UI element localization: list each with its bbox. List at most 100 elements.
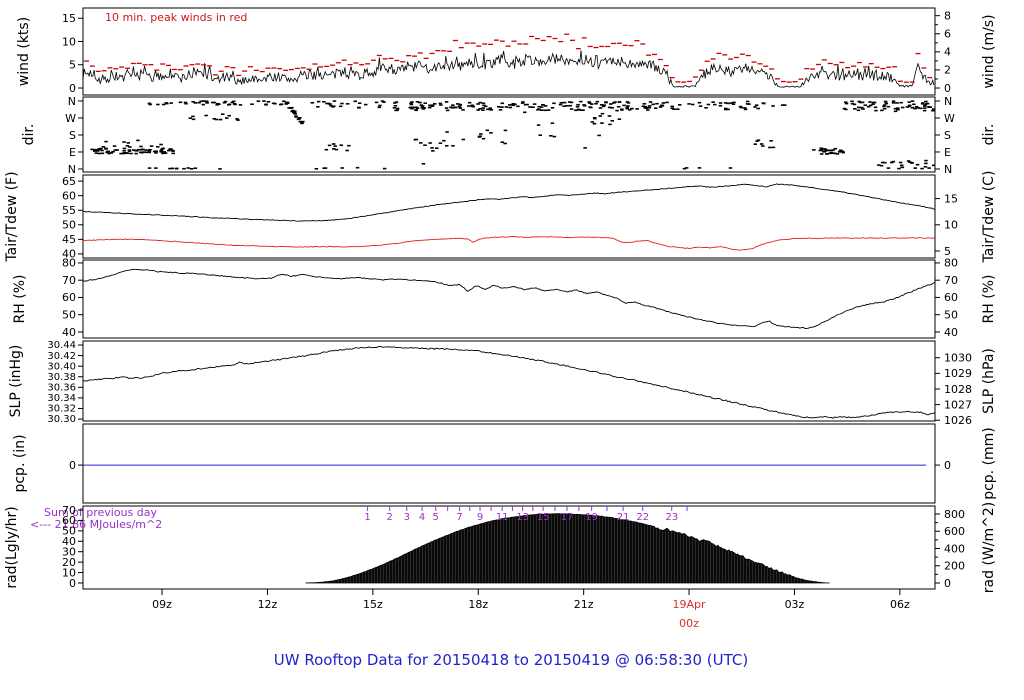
- wind-direction-dot: [154, 167, 158, 169]
- y-tick-label-right-wind: 8: [944, 9, 951, 22]
- wind-direction-dot: [159, 143, 163, 146]
- y-tick-label-right-slp: 1027: [944, 398, 972, 411]
- wind-direction-dot: [169, 102, 173, 104]
- y-tick-label-right-dir: N: [944, 95, 952, 108]
- wind-direction-dot: [922, 109, 927, 112]
- wind-direction-dot: [840, 150, 844, 152]
- wind-direction-dot: [559, 102, 564, 104]
- wind-direction-dot: [497, 106, 501, 108]
- wind-direction-dot: [451, 106, 455, 109]
- rad-hour-label: 15: [537, 512, 550, 523]
- wind-direction-dot: [647, 105, 652, 107]
- wind-direction-dot: [617, 118, 622, 120]
- axis-title-left-wind: wind (kts): [16, 17, 32, 86]
- wind-direction-dot: [539, 106, 544, 108]
- wind-direction-dot: [676, 108, 680, 110]
- wind-direction-dot: [755, 140, 759, 142]
- wind-direction-dot: [90, 148, 94, 151]
- wind-direction-dot: [769, 140, 773, 142]
- rad-hour-label: 5: [433, 512, 439, 523]
- wind-direction-dot: [582, 104, 586, 106]
- wind-direction-dot: [539, 109, 544, 111]
- wind-direction-dot: [163, 152, 168, 154]
- wind-direction-dot: [927, 167, 931, 169]
- panel-rh: [82, 259, 936, 339]
- wind-direction-dot: [641, 105, 645, 107]
- wind-direction-dot: [927, 106, 931, 108]
- x-label: 09z: [152, 598, 172, 611]
- wind-direction-dot: [684, 167, 689, 169]
- wind-direction-dot: [430, 105, 435, 107]
- wind-direction-dot: [819, 153, 824, 155]
- wind-direction-dot: [445, 131, 449, 133]
- x-label: 03z: [785, 598, 805, 611]
- wind-direction-dot: [871, 103, 875, 105]
- wind-direction-dot: [642, 103, 647, 105]
- wind-direction-dot: [331, 143, 336, 145]
- wind-direction-dot: [262, 100, 266, 102]
- wind-direction-dot: [713, 103, 717, 106]
- wind-direction-dot: [835, 153, 840, 155]
- air-temperature-trace: [83, 183, 936, 222]
- x-label: 15z: [363, 598, 383, 611]
- wind-direction-dot: [723, 102, 728, 104]
- y-tick-label-right-rad: 200: [944, 560, 965, 573]
- wind-direction-dot: [761, 102, 766, 104]
- wind-direction-dot: [430, 147, 434, 149]
- y-tick-label-left-rad: 0: [69, 577, 76, 590]
- y-tick-label-left-rad: 70: [62, 504, 76, 517]
- wind-direction-dot: [294, 116, 298, 118]
- wind-direction-dot: [706, 103, 711, 106]
- wind-direction-dot: [900, 164, 904, 167]
- wind-direction-dot: [543, 109, 548, 112]
- plot-title: UW Rooftop Data for 20150418 to 20150419…: [274, 651, 748, 669]
- wind-direction-dot: [409, 102, 413, 105]
- wind-direction-dot: [825, 153, 830, 155]
- wind-direction-dot: [169, 148, 173, 150]
- wind-direction-dot: [886, 167, 891, 169]
- wind-direction-dot: [410, 101, 414, 103]
- axis-title-right-wind: wind (m/s): [981, 14, 997, 88]
- wind-direction-dot: [298, 120, 302, 123]
- wind-direction-dot: [838, 149, 843, 152]
- rad-hour-label: 9: [477, 512, 483, 523]
- wind-direction-dot: [895, 107, 900, 109]
- y-tick-label-left-tair: 65: [62, 175, 76, 188]
- wind-direction-dot: [289, 107, 293, 109]
- wind-direction-dot: [107, 152, 111, 155]
- wind-direction-dot: [826, 149, 830, 151]
- wind-direction-dot: [920, 167, 924, 170]
- wind-direction-dot: [449, 106, 453, 108]
- wind-direction-dot: [421, 108, 425, 110]
- y-tick-label-right-rad: 400: [944, 542, 965, 555]
- wind-direction-dot: [486, 108, 490, 111]
- wind-direction-dot: [565, 105, 569, 107]
- wind-direction-dot: [598, 107, 603, 109]
- wind-direction-dot: [828, 149, 832, 152]
- wind-direction-dot: [620, 108, 624, 110]
- wind-direction-dot: [482, 104, 486, 107]
- y-tick-label-left-tair: 60: [62, 189, 76, 202]
- panel-tair: [82, 174, 936, 259]
- wind-direction-dot: [438, 102, 443, 105]
- wind-direction-dot: [886, 105, 891, 108]
- annotation-wind: 10 min. peak winds in red: [105, 11, 247, 24]
- wind-direction-dot: [819, 147, 823, 149]
- wind-direction-dot: [877, 164, 881, 166]
- wind-direction-dot: [874, 109, 878, 112]
- y-tick-label-left-wind: 5: [69, 59, 76, 72]
- wind-direction-dot: [392, 107, 397, 109]
- y-tick-label-right-rad: 0: [944, 577, 951, 590]
- wind-direction-dot: [333, 145, 337, 147]
- wind-direction-dot: [293, 111, 297, 114]
- wind-direction-dot: [610, 107, 614, 109]
- wind-direction-dot: [100, 152, 105, 155]
- wind-direction-dot: [339, 144, 343, 146]
- wind-direction-dot: [142, 151, 146, 153]
- wind-direction-dot: [745, 100, 750, 103]
- wind-direction-dot: [528, 106, 532, 108]
- wind-direction-dot: [868, 101, 872, 103]
- wind-direction-dot: [202, 100, 206, 102]
- wind-direction-dot: [745, 103, 750, 105]
